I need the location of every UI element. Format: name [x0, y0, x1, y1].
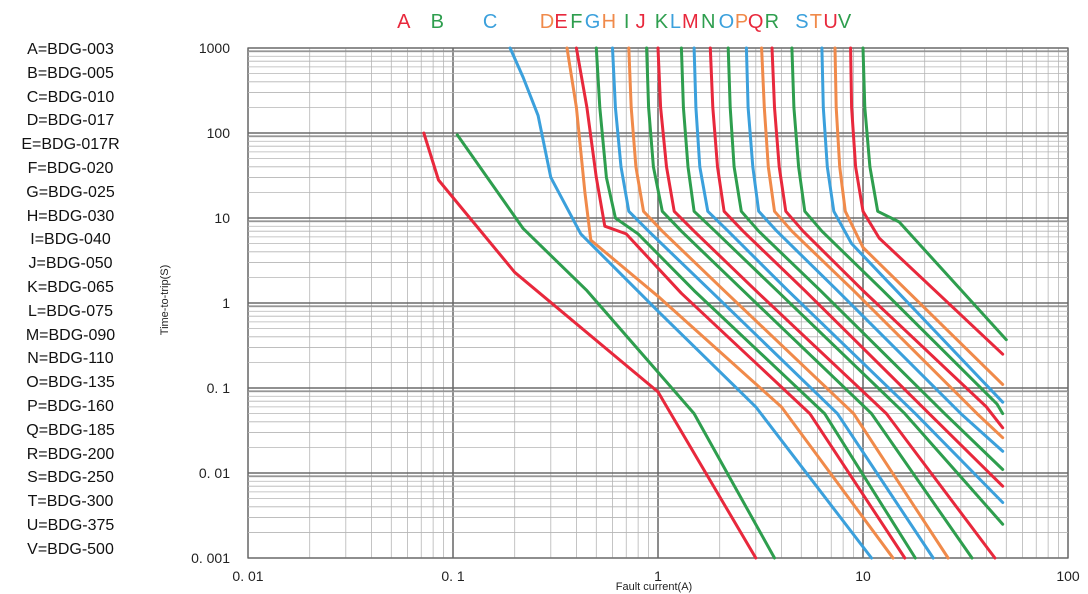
curve-letter: N: [701, 11, 715, 33]
series-line-b: [455, 133, 776, 560]
series-line-e: [574, 46, 907, 560]
curve-letter: B: [431, 11, 444, 33]
legend-item: S=BDG-250: [27, 469, 114, 487]
series-line-l: [692, 46, 1005, 504]
curve-letter: V: [838, 11, 852, 33]
series-line-a: [422, 131, 758, 560]
curve-letter: K: [655, 11, 669, 33]
series-line-t: [833, 46, 1005, 386]
y-tick-label: 1000: [199, 40, 230, 56]
series-layer: [422, 46, 1008, 560]
x-tick-label: 0. 01: [232, 568, 263, 584]
curve-letter: C: [483, 11, 497, 33]
y-axis-title: Time-to-trip(S): [159, 265, 171, 335]
y-tick-label: 0. 001: [191, 550, 230, 566]
curve-letter: A: [397, 11, 411, 33]
curve-letter: R: [765, 11, 779, 33]
curve-letter: T: [810, 11, 822, 33]
series-line-o: [744, 46, 1005, 453]
series-line-q: [770, 46, 1005, 430]
series-line-u: [849, 46, 1005, 356]
series-line-d: [565, 46, 895, 560]
x-axis-title: Fault current(A): [616, 581, 692, 593]
y-tick-label: 100: [207, 125, 231, 141]
legend-item: K=BDG-065: [27, 278, 114, 296]
series-line-k: [679, 46, 1005, 526]
curve-letter: H: [602, 11, 616, 33]
legend-list: A=BDG-003 B=BDG-005 C=BDG-010 D=BDG-017 E=BD…: [8, 38, 133, 562]
curve-letter: J: [636, 11, 646, 33]
legend-item: F=BDG-020: [27, 159, 114, 177]
legend-item: L=BDG-075: [28, 302, 113, 320]
series-line-m: [708, 46, 1005, 488]
curve-letter: Q: [748, 11, 764, 33]
legend-item: N=BDG-110: [27, 350, 114, 368]
series-line-j: [656, 46, 997, 560]
series-line-f: [594, 46, 917, 560]
legend-item: G=BDG-025: [26, 183, 115, 201]
curve-letter: S: [795, 11, 808, 33]
y-tick-label: 0. 01: [199, 465, 230, 481]
y-tick-label: 1: [222, 295, 230, 311]
curve-letter: E: [554, 11, 567, 33]
legend-item: A=BDG-003: [27, 41, 114, 58]
legend-item: V=BDG-500: [27, 540, 114, 558]
series-line-r: [790, 46, 1005, 416]
legend-item: U=BDG-375: [26, 516, 115, 534]
x-tick-label: 100: [1056, 568, 1080, 584]
grid: [247, 47, 1069, 559]
curve-letter: D: [540, 11, 554, 33]
curve-letter: L: [670, 11, 681, 33]
legend-item: T=BDG-300: [27, 493, 114, 511]
legend-item: I=BDG-040: [30, 231, 111, 249]
curve-letter: G: [585, 11, 601, 33]
x-tick-label: 10: [855, 568, 871, 584]
legend-item: O=BDG-135: [26, 374, 115, 392]
legend-item: C=BDG-010: [26, 88, 115, 106]
legend-item: M=BDG-090: [25, 326, 116, 344]
curve-letter: O: [719, 11, 735, 33]
series-line-v: [861, 46, 1008, 342]
legend-item: H=BDG-030: [26, 207, 115, 225]
series-line-p: [760, 46, 1005, 440]
series-line-i: [645, 46, 974, 560]
series-line-n: [726, 46, 1005, 471]
curve-letter: M: [682, 11, 699, 33]
curve-letter: P: [735, 11, 748, 33]
curve-letter: U: [823, 11, 837, 33]
legend-item: R=BDG-200: [26, 445, 115, 463]
curve-letter: I: [624, 11, 630, 33]
series-line-c: [508, 46, 873, 560]
x-tick-label: 1: [654, 568, 662, 584]
curve-letter: F: [570, 11, 582, 33]
series-line-g: [611, 46, 935, 560]
legend-item: B=BDG-005: [27, 64, 114, 82]
y-tick-label: 0. 1: [207, 380, 231, 396]
series-line-h: [627, 46, 950, 560]
legend-item: Q=BDG-185: [26, 421, 115, 439]
y-tick-label: 10: [214, 210, 230, 226]
legend-item: J=BDG-050: [28, 255, 113, 273]
legend-item: D=BDG-017: [26, 112, 115, 130]
legend-item: E=BDG-017R: [21, 136, 120, 154]
series-line-s: [820, 46, 1005, 404]
x-tick-label: 0. 1: [441, 568, 465, 584]
legend-item: P=BDG-160: [27, 397, 114, 415]
